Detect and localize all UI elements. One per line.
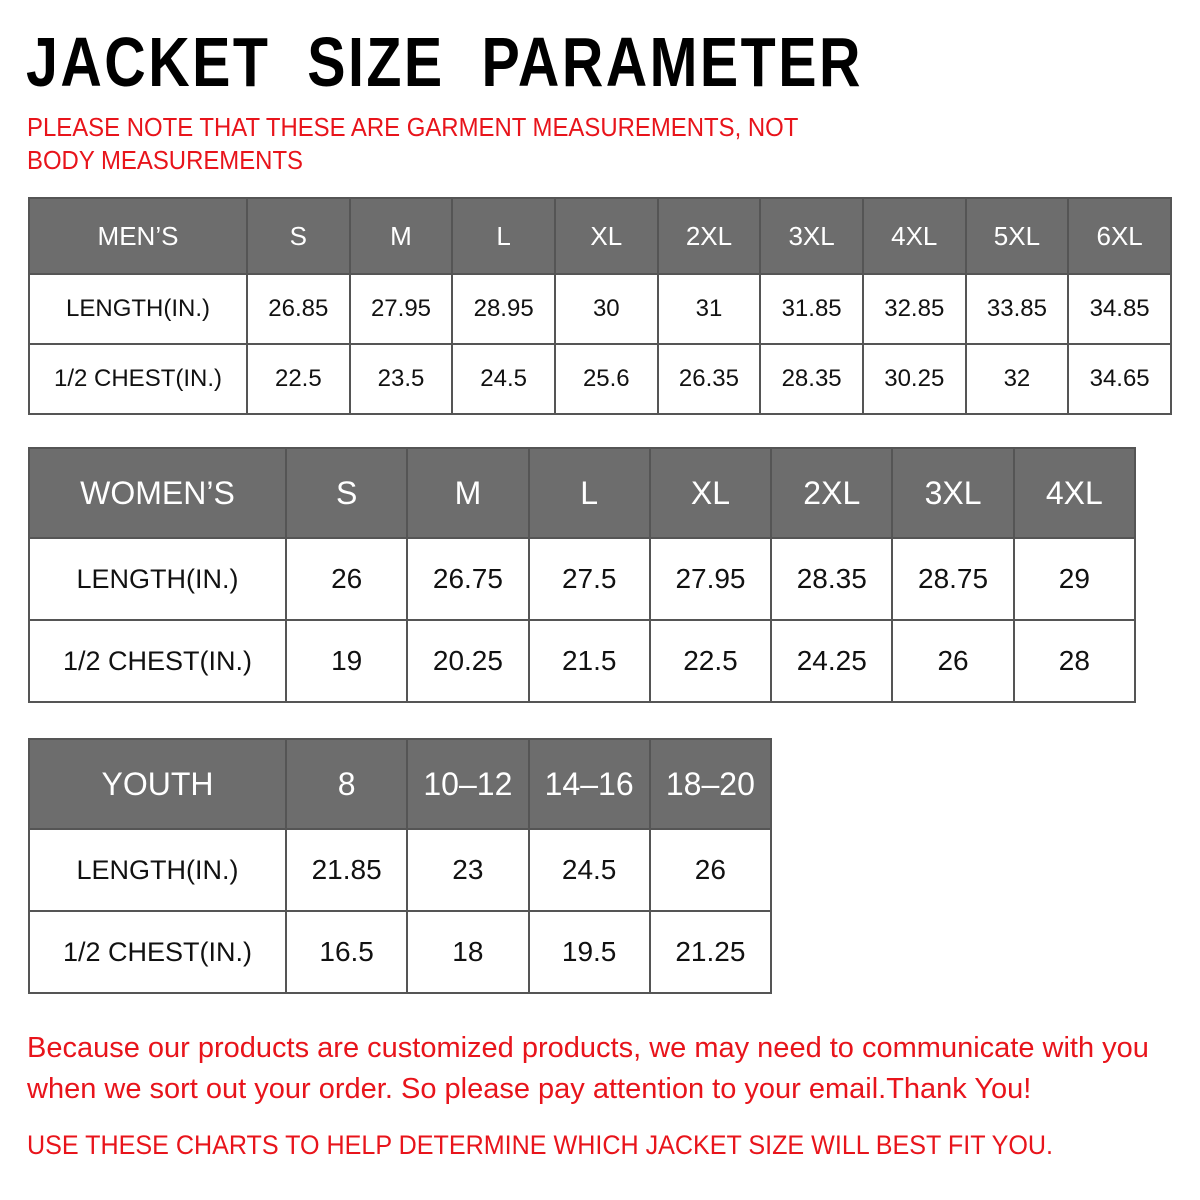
measurement-cell: 24.5	[451, 343, 556, 415]
table-category-header: YOUTH	[28, 738, 287, 830]
measurement-cell: 22.5	[648, 619, 773, 703]
size-header: 10–12	[406, 738, 530, 830]
header-row: YOUTH 8 10–12 14–16 18–20	[28, 738, 773, 830]
measurement-cell: 22.5	[246, 343, 351, 415]
measurement-cell: 26	[891, 619, 1015, 703]
size-header: 5XL	[964, 197, 1070, 275]
measurement-cell: 32.85	[861, 273, 967, 345]
measurement-cell: 27.95	[348, 273, 454, 345]
measurement-cell: 28	[1012, 619, 1137, 703]
measurement-cell: 34.65	[1067, 343, 1172, 415]
row-label: LENGTH(IN.)	[28, 537, 287, 621]
measurement-cell: 24.5	[527, 828, 651, 912]
row-label: 1/2 CHEST(IN.)	[28, 619, 287, 703]
row-label: LENGTH(IN.)	[28, 273, 248, 345]
size-header: L	[527, 447, 651, 539]
measurement-cell: 16.5	[284, 910, 409, 994]
measurement-cell: 27.95	[648, 537, 773, 621]
size-header: S	[246, 197, 351, 275]
size-header: S	[284, 447, 409, 539]
table-row: LENGTH(IN.) 26.85 27.95 28.95 30 31 31.85 32.85…	[28, 273, 1172, 345]
size-header: 18–20	[648, 738, 773, 830]
measurement-cell: 26.75	[406, 537, 530, 621]
size-header: XL	[553, 197, 659, 275]
measurement-cell: 18	[406, 910, 530, 994]
size-header: 2XL	[656, 197, 762, 275]
measurement-cell: 24.25	[770, 619, 894, 703]
row-label: 1/2 CHEST(IN.)	[28, 343, 248, 415]
measurement-cell: 21.5	[527, 619, 651, 703]
youth-size-table: YOUTH 8 10–12 14–16 18–20 LENGTH(IN.) 21.85 23 2…	[28, 738, 773, 994]
measurement-cell: 26	[648, 828, 773, 912]
measurement-cell: 26.85	[246, 273, 351, 345]
womens-size-table: WOMEN’S S M L XL 2XL 3XL 4XL LENGTH(IN.) 26 26.75 2…	[28, 447, 1137, 703]
size-header: XL	[648, 447, 773, 539]
measurement-cell: 21.85	[284, 828, 409, 912]
row-label: LENGTH(IN.)	[28, 828, 287, 912]
measurement-cell: 32	[964, 343, 1070, 415]
table-row: 1/2 CHEST(IN.) 16.5 18 19.5 21.25	[28, 910, 773, 994]
measurement-cell: 26	[284, 537, 409, 621]
measurement-cell: 28.95	[451, 273, 556, 345]
measurement-cell: 25.6	[553, 343, 659, 415]
page-title: JACKET SIZE PARAMETER	[26, 23, 863, 101]
measurement-cell: 33.85	[964, 273, 1070, 345]
size-header: 14–16	[527, 738, 651, 830]
measurement-cell: 27.5	[527, 537, 651, 621]
table-row: 1/2 CHEST(IN.) 22.5 23.5 24.5 25.6 26.35 28.35…	[28, 343, 1172, 415]
measurement-cell: 19	[284, 619, 409, 703]
measurement-cell: 21.25	[648, 910, 773, 994]
header-row: MEN’S S M L XL 2XL 3XL 4XL 5XL 6XL	[28, 197, 1172, 275]
size-header: 8	[284, 738, 409, 830]
customization-message: Because our products are customized prod…	[27, 1032, 1149, 1105]
size-header: M	[348, 197, 454, 275]
table-row: LENGTH(IN.) 21.85 23 24.5 26	[28, 828, 773, 912]
measurement-cell: 31.85	[759, 273, 864, 345]
measurement-cell: 20.25	[406, 619, 530, 703]
size-instruction: USE THESE CHARTS TO HELP DETERMINE WHICH…	[27, 1130, 1054, 1160]
size-header: 4XL	[861, 197, 967, 275]
measurement-cell: 23	[406, 828, 530, 912]
measurement-cell: 29	[1012, 537, 1137, 621]
measurement-cell: 26.35	[656, 343, 762, 415]
measurement-cell: 31	[656, 273, 762, 345]
size-header: M	[406, 447, 530, 539]
size-header: L	[451, 197, 556, 275]
table-category-header: MEN’S	[28, 197, 248, 275]
measurement-note: PLEASE NOTE THAT THESE ARE GARMENT MEASU…	[27, 112, 798, 175]
measurement-cell: 34.85	[1067, 273, 1172, 345]
measurement-cell: 28.35	[759, 343, 864, 415]
size-header: 2XL	[770, 447, 894, 539]
measurement-cell: 19.5	[527, 910, 651, 994]
measurement-cell: 30	[553, 273, 659, 345]
table-row: LENGTH(IN.) 26 26.75 27.5 27.95 28.35 28.75 29	[28, 537, 1137, 621]
measurement-cell: 28.75	[891, 537, 1015, 621]
row-label: 1/2 CHEST(IN.)	[28, 910, 287, 994]
size-header: 4XL	[1012, 447, 1137, 539]
size-header: 3XL	[759, 197, 864, 275]
measurement-cell: 23.5	[348, 343, 454, 415]
size-header: 6XL	[1067, 197, 1172, 275]
measurement-cell: 28.35	[770, 537, 894, 621]
table-row: 1/2 CHEST(IN.) 19 20.25 21.5 22.5 24.25 26 28	[28, 619, 1137, 703]
size-header: 3XL	[891, 447, 1015, 539]
table-category-header: WOMEN’S	[28, 447, 287, 539]
mens-size-table: MEN’S S M L XL 2XL 3XL 4XL 5XL 6XL LENGTH(IN.) 26.8…	[28, 197, 1172, 415]
header-row: WOMEN’S S M L XL 2XL 3XL 4XL	[28, 447, 1137, 539]
measurement-cell: 30.25	[861, 343, 967, 415]
